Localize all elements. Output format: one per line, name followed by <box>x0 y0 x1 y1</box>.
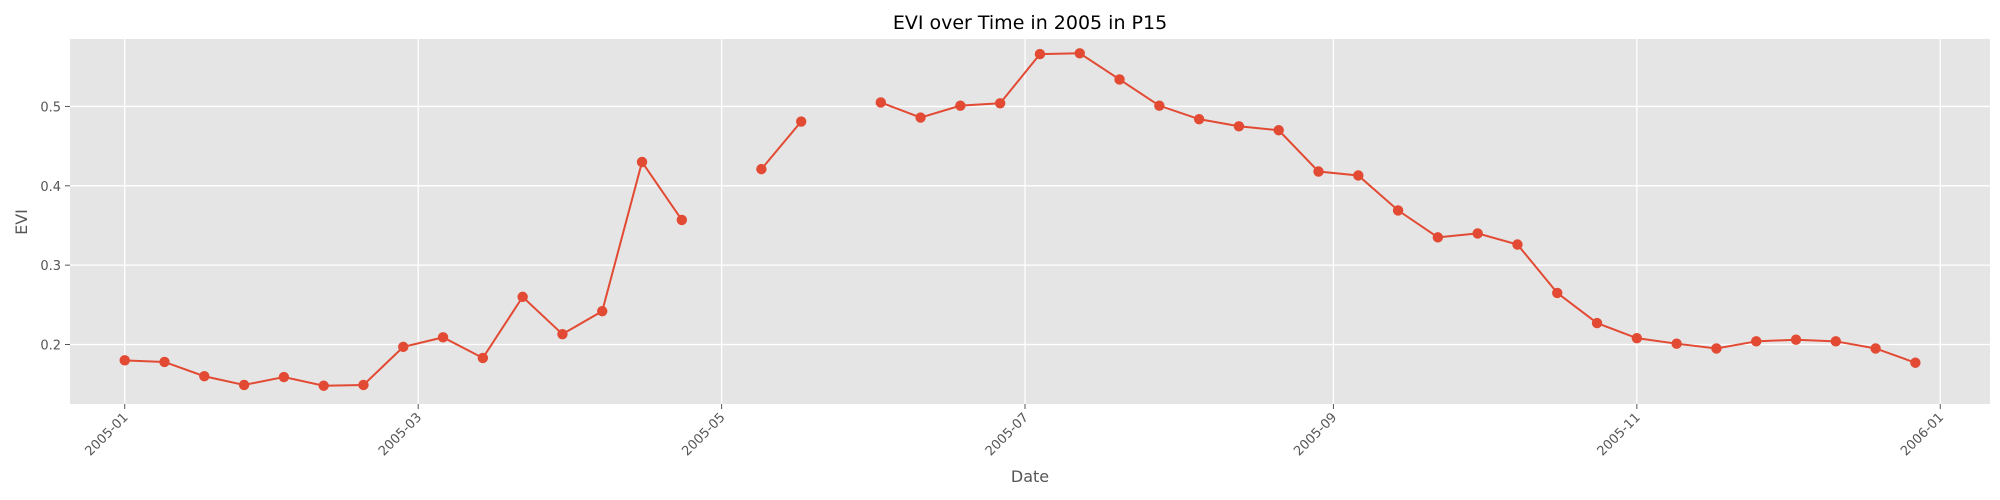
data-point <box>1074 48 1085 59</box>
data-point <box>437 332 449 343</box>
data-point <box>199 371 210 382</box>
y-tick-label: 0.3 <box>40 259 61 274</box>
data-point <box>915 112 926 123</box>
x-tick-label: 2006-01 <box>1898 410 1947 459</box>
data-point <box>278 371 290 383</box>
data-point <box>756 163 767 175</box>
data-point <box>1751 336 1762 347</box>
data-point <box>795 116 807 127</box>
plot-area <box>70 39 1990 404</box>
data-point <box>1711 343 1722 354</box>
data-point <box>557 328 568 340</box>
data-point <box>1671 338 1682 349</box>
data-point <box>1631 332 1643 344</box>
x-tick-label: 2005-11 <box>1595 410 1644 459</box>
data-point <box>994 98 1006 109</box>
x-tick-label: 2005-01 <box>83 410 132 459</box>
data-point <box>358 379 369 391</box>
chart-title: EVI over Time in 2005 in P15 <box>893 12 1167 34</box>
data-point <box>1591 317 1603 329</box>
data-point <box>1870 343 1881 354</box>
x-tick-label: 2005-07 <box>983 410 1032 459</box>
series-layer <box>119 48 1921 391</box>
data-point <box>1353 170 1364 181</box>
data-point <box>1154 100 1165 111</box>
data-point <box>1392 205 1404 216</box>
data-point <box>1273 125 1284 136</box>
y-axis-label: EVI <box>12 209 31 235</box>
data-point <box>119 355 130 366</box>
grid-lines <box>70 39 1990 404</box>
data-point <box>597 305 608 317</box>
data-point <box>398 341 409 353</box>
x-tick-label: 2005-03 <box>376 410 425 459</box>
x-axis-label: Date <box>1011 467 1049 486</box>
data-point <box>318 380 329 391</box>
data-point <box>1830 336 1842 347</box>
data-point <box>238 379 250 391</box>
data-point <box>1233 121 1245 132</box>
data-point <box>1512 239 1523 250</box>
data-point <box>875 97 886 108</box>
data-point <box>1313 166 1324 177</box>
data-point <box>1193 113 1205 125</box>
y-tick-label: 0.4 <box>40 180 61 195</box>
data-point <box>1552 287 1563 299</box>
data-point <box>1114 74 1125 85</box>
y-tick-label: 0.2 <box>40 338 61 353</box>
data-point <box>159 356 170 368</box>
data-point <box>636 156 648 168</box>
data-point <box>1790 334 1802 345</box>
data-point <box>477 352 489 364</box>
x-tick-label: 2005-09 <box>1291 410 1340 459</box>
data-point <box>517 291 528 303</box>
data-point <box>955 100 966 111</box>
data-point <box>1472 228 1483 239</box>
data-point <box>1034 48 1046 60</box>
data-point <box>1432 232 1444 243</box>
x-tick-label: 2005-05 <box>679 410 728 459</box>
data-point <box>676 214 688 226</box>
data-point <box>1910 357 1921 368</box>
y-tick-label: 0.5 <box>40 100 61 115</box>
series-line-segment <box>760 120 802 170</box>
